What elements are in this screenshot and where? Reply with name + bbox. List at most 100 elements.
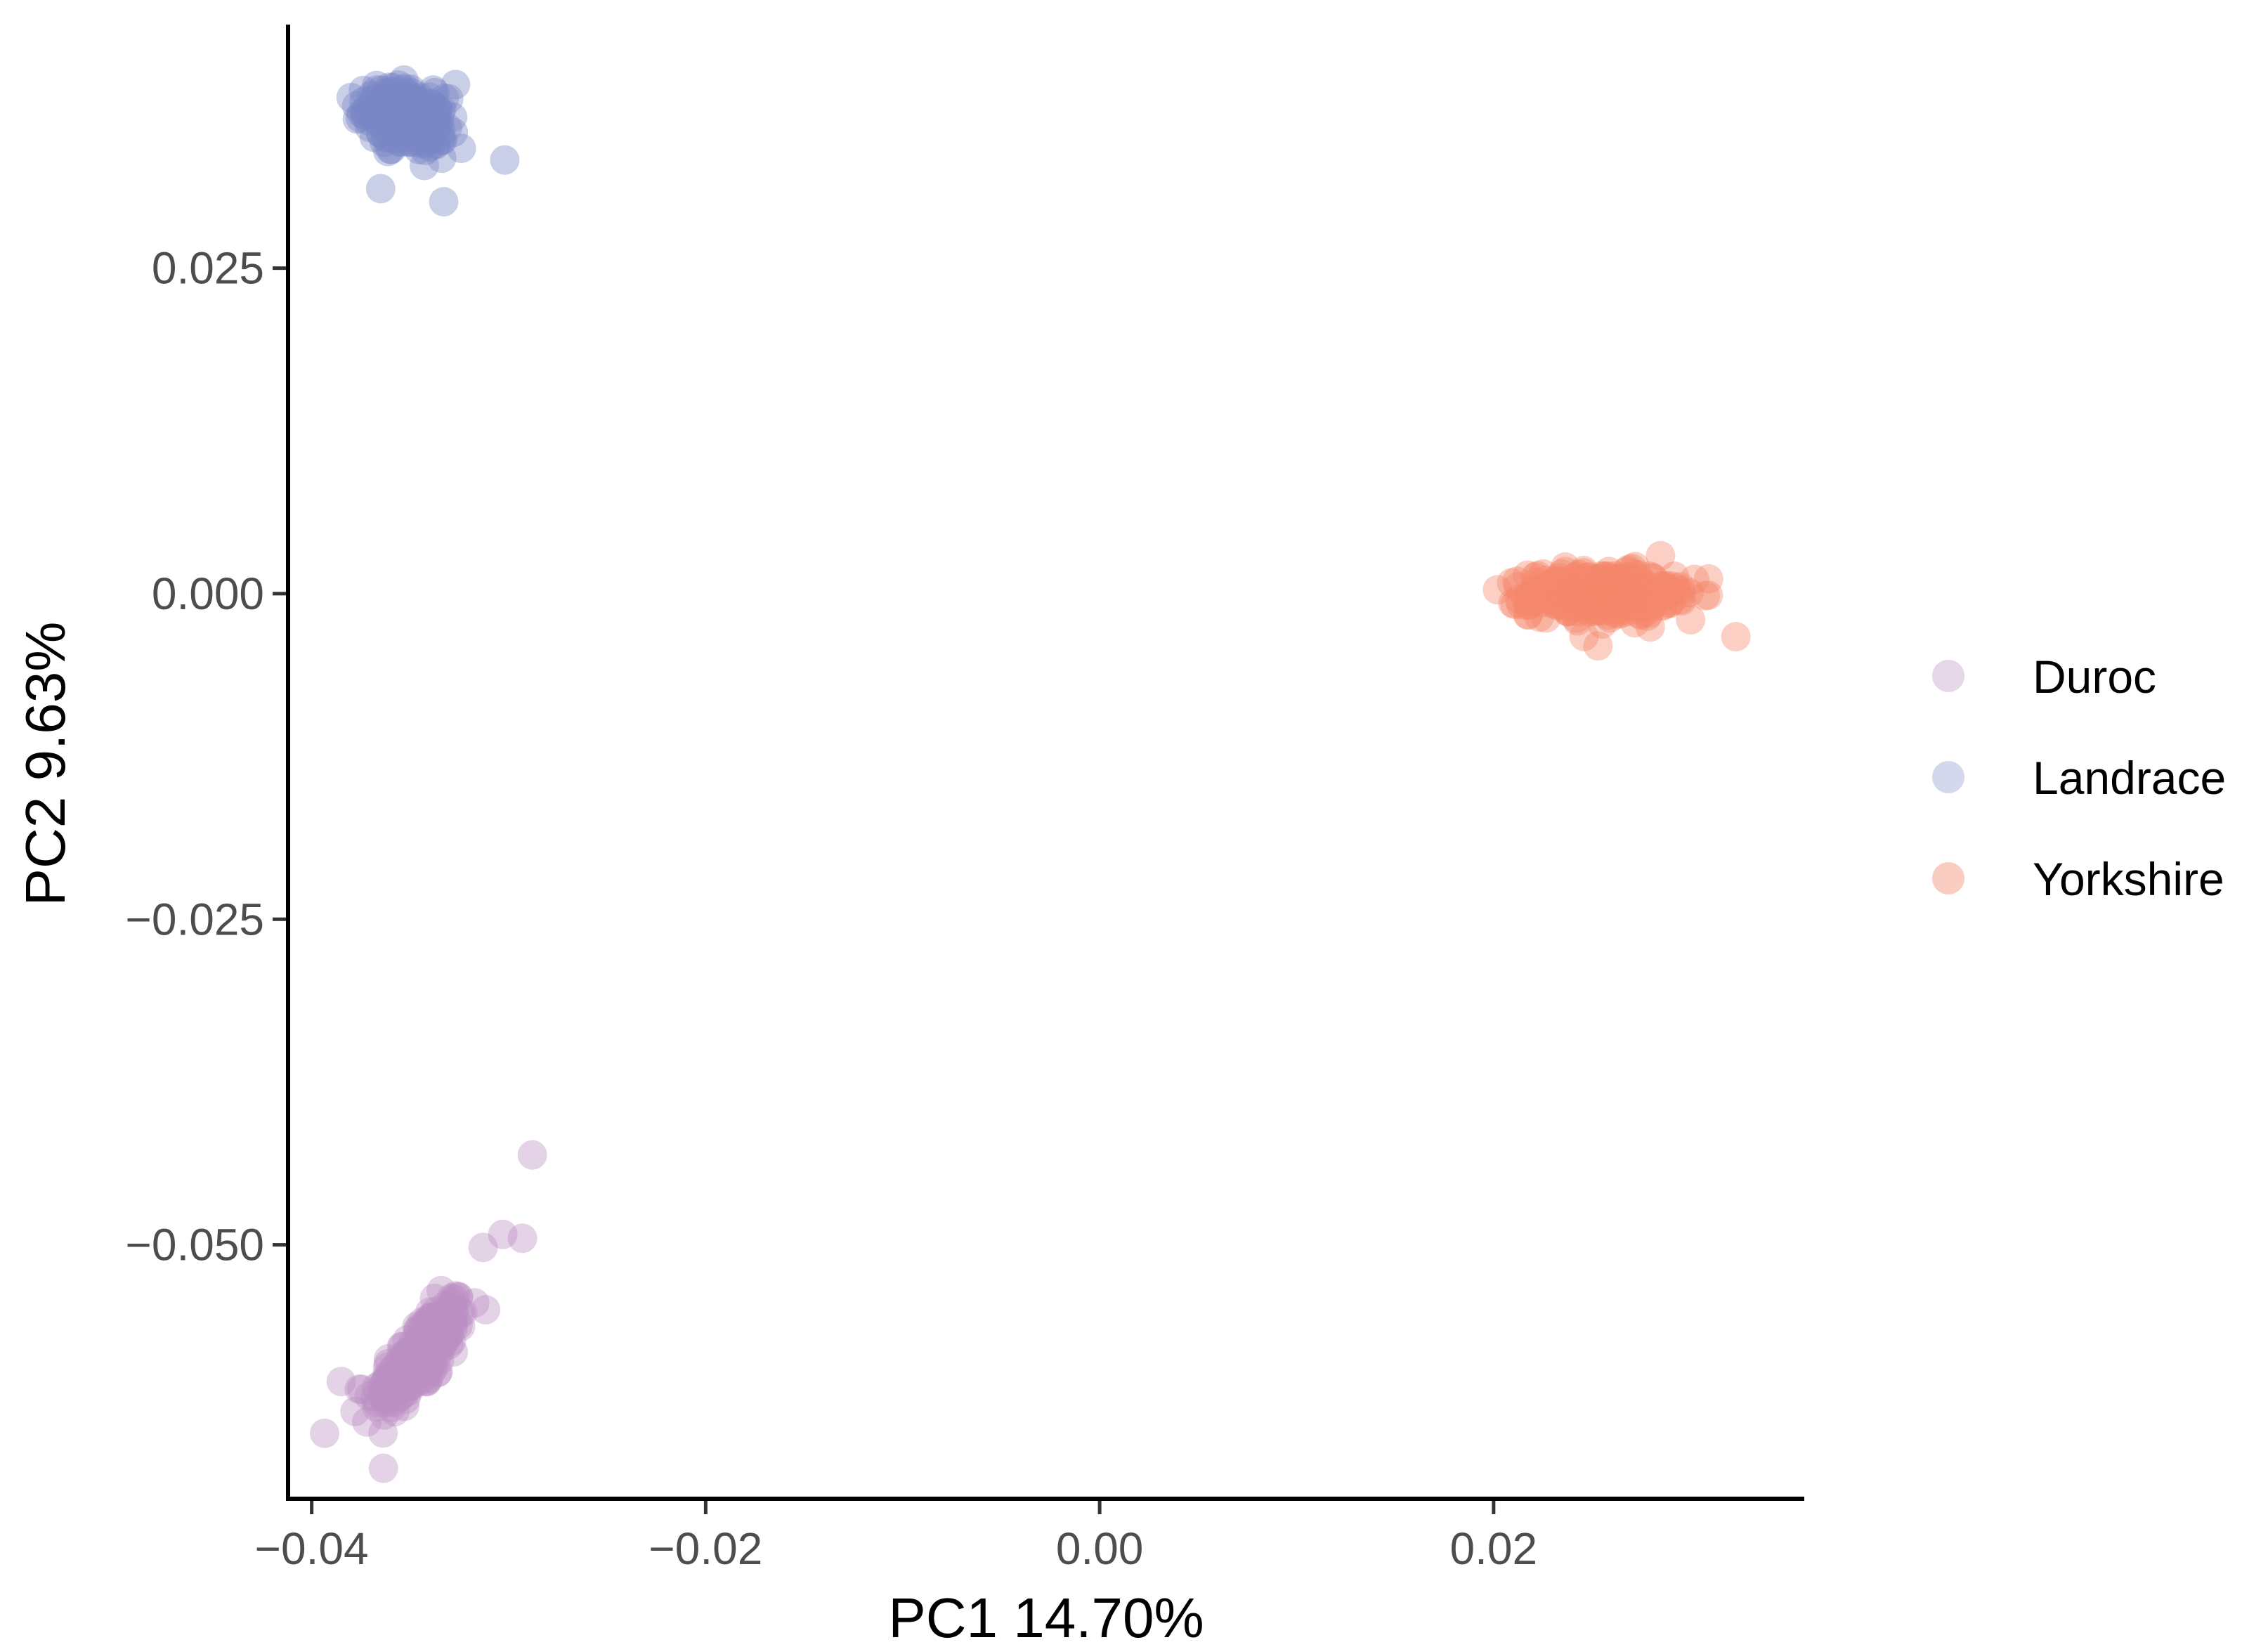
duroc-point [326, 1367, 356, 1397]
yorkshire-point [1531, 571, 1561, 601]
landrace-point [381, 103, 411, 134]
duroc-point [368, 1383, 398, 1413]
yorkshire-point [1618, 588, 1648, 618]
yorkshire-point [1546, 566, 1577, 597]
landrace-point [408, 113, 438, 143]
yorkshire-point [1550, 566, 1580, 597]
yorkshire-point [1553, 597, 1584, 627]
landrace-point [380, 103, 410, 133]
landrace-point [375, 134, 405, 164]
landrace-point [371, 78, 401, 108]
duroc-point [405, 1326, 436, 1356]
landrace-point [372, 95, 402, 125]
duroc-point [387, 1366, 417, 1396]
yorkshire-point [1500, 590, 1530, 620]
yorkshire-point [1570, 563, 1600, 593]
yorkshire-point [1563, 559, 1594, 590]
duroc-point [426, 1313, 456, 1343]
landrace-point [409, 150, 439, 181]
landrace-point [366, 75, 396, 105]
landrace-point [404, 134, 434, 164]
landrace-point [373, 136, 403, 167]
yorkshire-point [1567, 586, 1597, 616]
duroc-point [406, 1343, 436, 1374]
yorkshire-point [1582, 580, 1612, 610]
landrace-point [396, 90, 426, 120]
yorkshire-point [1561, 603, 1591, 633]
yorkshire-point [1601, 578, 1631, 608]
duroc-point [373, 1343, 403, 1374]
yorkshire-point [1629, 579, 1659, 609]
landrace-point [412, 94, 442, 124]
yorkshire-point [1523, 581, 1553, 611]
landrace-point [377, 93, 408, 124]
yorkshire-point [1616, 585, 1646, 615]
landrace-point [417, 89, 448, 119]
yorkshire-point [1587, 567, 1617, 597]
yorkshire-point [1551, 582, 1581, 613]
duroc-point [468, 1232, 498, 1263]
landrace-point [383, 104, 413, 134]
duroc-point [434, 1329, 464, 1360]
yorkshire-point [1609, 585, 1639, 616]
yorkshire-point [1667, 586, 1697, 616]
landrace-point [373, 111, 403, 141]
legend-item-yorkshire: Yorkshire [1932, 853, 2224, 905]
landrace-point [432, 112, 462, 143]
yorkshire-point [1594, 594, 1624, 625]
landrace-point [365, 94, 395, 124]
duroc-point [420, 1333, 450, 1363]
landrace-point [367, 102, 397, 132]
duroc-point [388, 1353, 418, 1383]
landrace-point [380, 105, 410, 134]
yorkshire-point [1577, 587, 1608, 617]
yorkshire-point [1625, 600, 1655, 630]
yorkshire-point [1596, 582, 1627, 612]
duroc-point [412, 1307, 443, 1336]
legend-label-duroc: Duroc [2033, 651, 2156, 703]
x-tick-label: 0.02 [1450, 1523, 1538, 1574]
duroc-point [361, 1392, 391, 1422]
duroc-point [443, 1282, 474, 1313]
yorkshire-point [1546, 577, 1576, 607]
landrace-point [429, 84, 460, 114]
duroc-point [362, 1387, 392, 1417]
landrace-point [397, 98, 427, 128]
duroc-point [438, 1309, 469, 1339]
yorkshire-point [1573, 583, 1603, 613]
landrace-point [403, 112, 433, 143]
landrace-point [376, 99, 406, 129]
yorkshire-point [1513, 560, 1543, 590]
landrace-point [426, 125, 457, 155]
yorkshire-point [1583, 631, 1613, 661]
yorkshire-point [1542, 566, 1572, 596]
duroc-point [391, 1338, 421, 1368]
duroc-point [408, 1363, 438, 1393]
duroc-point [415, 1297, 445, 1327]
yorkshire-point [1543, 589, 1573, 619]
duroc-point [439, 1284, 469, 1314]
landrace-point [434, 84, 464, 114]
yorkshire-point [1634, 561, 1664, 591]
landrace-point [379, 95, 409, 125]
yorkshire-point [1563, 575, 1593, 606]
yorkshire-point [1613, 554, 1643, 585]
yorkshire-point [1593, 600, 1623, 630]
landrace-point [395, 108, 425, 138]
yorkshire-point [1589, 580, 1618, 611]
landrace-point [414, 111, 444, 141]
duroc-point [403, 1330, 434, 1360]
yorkshire-point [1602, 590, 1632, 620]
duroc-point [402, 1311, 432, 1341]
landrace-point [380, 110, 410, 141]
yorkshire-point [1572, 577, 1603, 607]
landrace-point [408, 129, 438, 159]
yorkshire-point [1579, 579, 1610, 608]
duroc-point [422, 1334, 452, 1364]
duroc-point [410, 1343, 440, 1373]
yorkshire-point [1617, 578, 1647, 608]
duroc-point [396, 1340, 426, 1370]
duroc-point [434, 1305, 464, 1335]
landrace-point [373, 84, 403, 115]
landrace-point [389, 103, 419, 133]
